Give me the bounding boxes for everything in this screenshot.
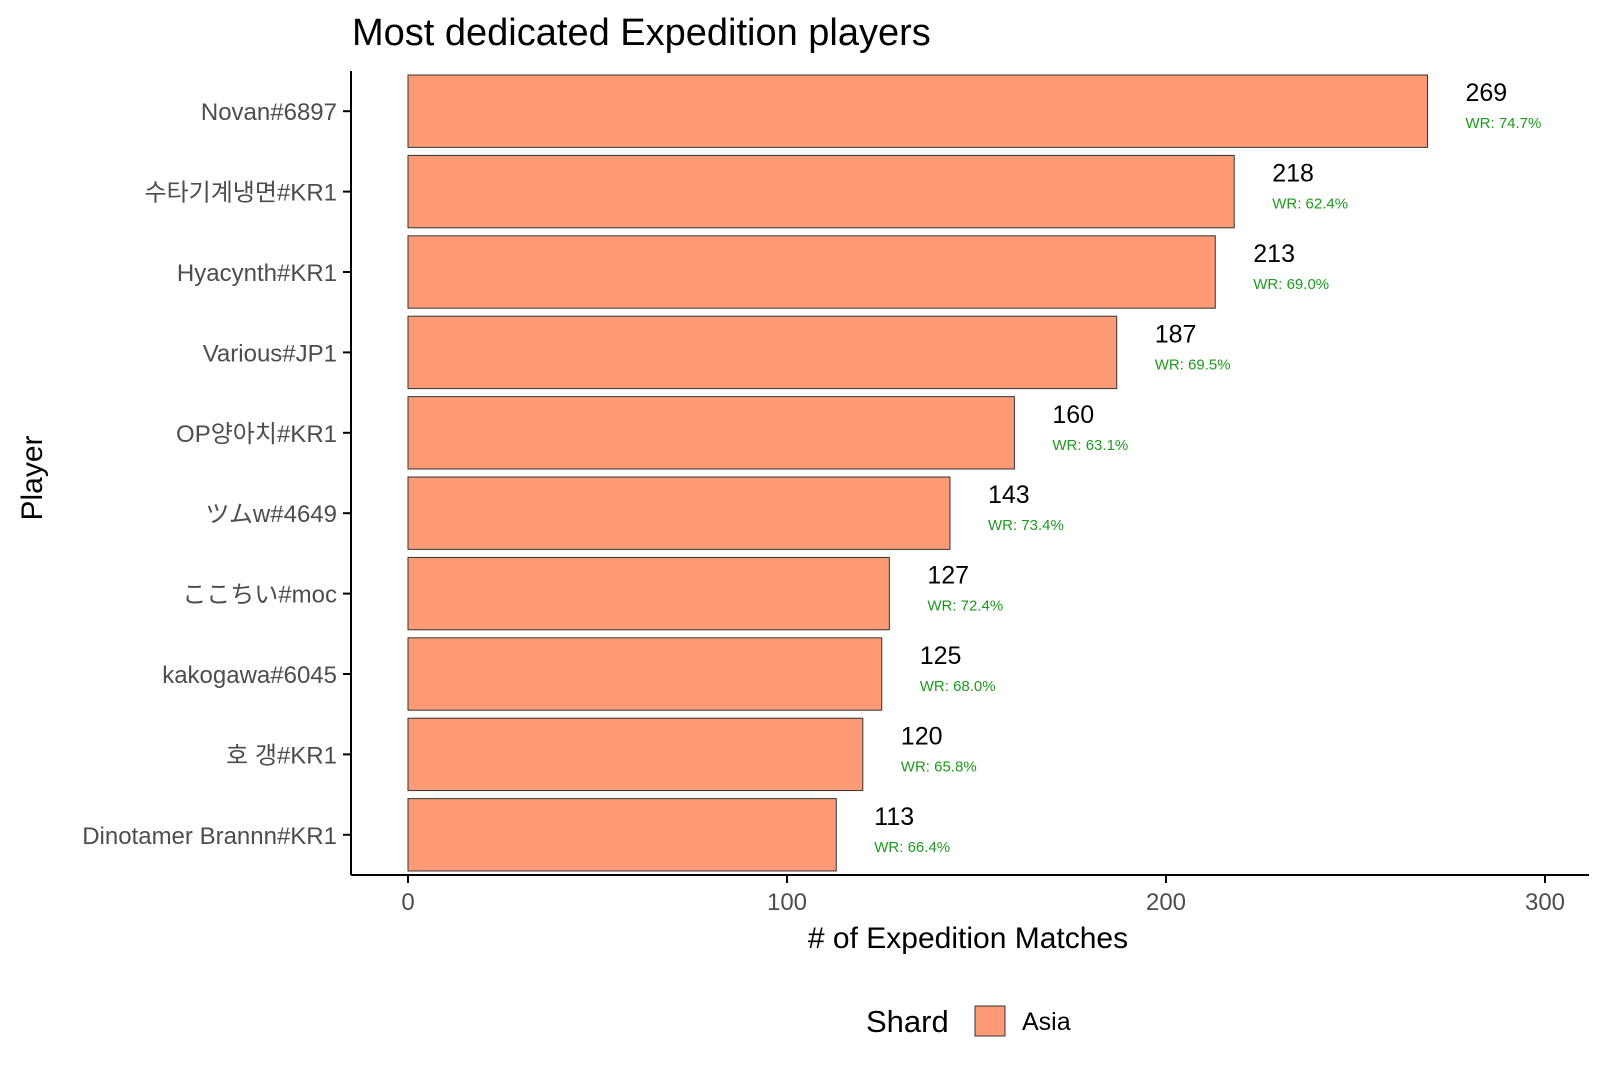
value-labels-group: 269 WR: 74.7% 218 WR: 62.4% 213 WR: 69.0% 187 W… [874, 79, 1541, 856]
y-tick-label-8: 호 갱#KR1 [226, 742, 337, 769]
legend: Shard Asia [866, 1004, 1071, 1039]
legend-label-asia: Asia [1022, 1008, 1071, 1036]
y-tick-label-9: Dinotamer Brannn#KR1 [82, 823, 337, 850]
bar-2 [407, 235, 1216, 309]
value-label-4: 160 [1052, 401, 1094, 429]
y-axis-title: Player [16, 435, 49, 520]
legend-title: Shard [866, 1004, 949, 1039]
win-rate-label-3: WR: 69.5% [1155, 356, 1231, 373]
win-rate-label-6: WR: 72.4% [927, 598, 1003, 615]
value-label-8: 120 [901, 722, 943, 750]
bar-3 [407, 315, 1118, 390]
bar-7 [407, 637, 883, 711]
bar-8 [407, 717, 864, 792]
x-axis-ticks: 0 100 200 300 [401, 875, 1565, 916]
value-label-2: 213 [1253, 240, 1295, 268]
bar-0 [407, 74, 1429, 148]
x-axis-title: # of Expedition Matches [808, 922, 1128, 955]
bar-9 [407, 798, 837, 872]
y-tick-label-5: ツムw#4649 [205, 501, 337, 528]
win-rate-label-0: WR: 74.7% [1466, 115, 1542, 132]
x-tick-label-3: 300 [1525, 889, 1565, 916]
value-label-1: 218 [1272, 160, 1314, 188]
win-rate-label-5: WR: 73.4% [988, 517, 1064, 534]
win-rate-label-2: WR: 69.0% [1253, 276, 1329, 293]
bars-group [407, 74, 1429, 872]
bar-1 [407, 154, 1235, 229]
y-tick-label-2: Hyacynth#KR1 [177, 260, 337, 287]
value-label-7: 125 [920, 642, 962, 670]
value-label-6: 127 [927, 562, 969, 590]
value-label-0: 269 [1466, 79, 1508, 107]
x-tick-label-2: 200 [1146, 889, 1186, 916]
y-tick-label-4: OP양아치#KR1 [176, 421, 337, 448]
value-label-9: 113 [874, 803, 914, 831]
legend-key-asia [974, 1005, 1006, 1037]
y-axis-ticks: Novan#6897 수타기계냉면#KR1 Hyacynth#KR1 Various#… [82, 99, 351, 850]
win-rate-label-7: WR: 68.0% [920, 678, 996, 695]
y-tick-label-1: 수타기계냉면#KR1 [144, 180, 337, 207]
value-label-3: 187 [1155, 320, 1197, 348]
bar-4 [407, 396, 1015, 470]
bar-5 [407, 476, 951, 550]
win-rate-label-9: WR: 66.4% [874, 839, 950, 856]
win-rate-label-1: WR: 62.4% [1272, 196, 1348, 213]
value-label-5: 143 [988, 481, 1030, 509]
y-tick-label-3: Various#JP1 [203, 340, 337, 367]
x-tick-label-1: 100 [767, 889, 807, 916]
bar-6 [407, 556, 890, 631]
win-rate-label-8: WR: 65.8% [901, 758, 977, 775]
y-tick-label-0: Novan#6897 [201, 99, 337, 126]
x-tick-label-0: 0 [401, 889, 414, 916]
win-rate-label-4: WR: 63.1% [1052, 437, 1128, 454]
y-tick-label-7: kakogawa#6045 [162, 662, 337, 689]
chart-title: Most dedicated Expedition players [352, 12, 931, 54]
y-tick-label-6: ここちい#moc [182, 582, 337, 609]
